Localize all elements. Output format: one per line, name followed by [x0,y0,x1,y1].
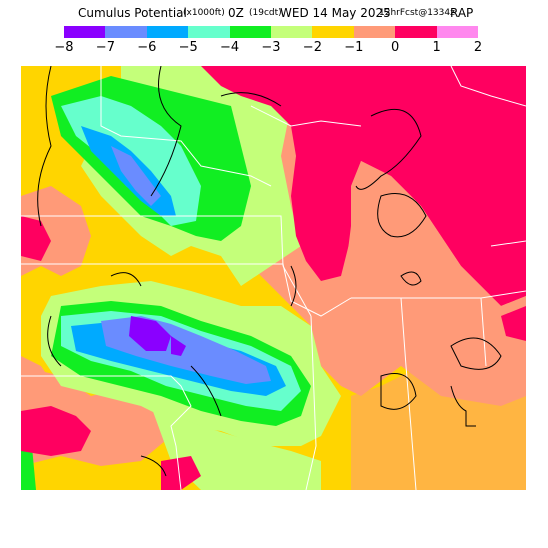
colorbar-tick-label: 2 [473,40,483,55]
state-borders [21,66,526,490]
field-crimson-southcentral [161,456,201,490]
colorbar-swatch [436,26,479,38]
colorbar-swatch [353,26,396,38]
colorbar-tick-label: 0 [391,40,400,55]
title-date: WED 14 May 2025 [280,6,391,20]
colorbar-tick-label: −4 [220,40,240,55]
colorbar-swatch [312,26,354,38]
colorbar-tick-label: 1 [432,40,441,55]
colorbar-swatch [105,26,147,38]
colorbar-swatch [64,26,106,38]
colorbar-swatch [271,26,313,38]
field-crimson-eastpatch [501,306,526,341]
colorbar-swatch [146,26,189,38]
cumulus-potential-map [21,66,526,490]
title-units: (x1000ft) [183,8,225,18]
title-local-time: (19cdt) [249,8,282,18]
colorbar-swatch [188,26,230,38]
field-crimson-southwest [21,406,91,456]
colorbar-tick-label: −7 [95,40,115,55]
field-crimson-west [21,216,51,261]
colorbar [64,26,479,38]
colorbar-ticks: −8 −7 −6 −5 −4 −3 −2 −1 0 1 2 [0,40,548,56]
field-crimson-northeast [201,66,526,306]
chart-title: Cumulus Potential (x1000ft) 0Z (19cdt) W… [0,6,548,24]
colorbar-tick-label: −5 [178,40,198,55]
colorbar-tick-label: −3 [261,40,281,55]
contour-lines [37,66,502,477]
colorbar-tick-label: −2 [302,40,322,55]
colorbar-tick-label: −8 [54,40,74,55]
field-purple-east [171,336,186,356]
title-main: Cumulus Potential [78,6,187,20]
field-salmon-michigan [346,161,526,366]
colorbar-swatch [395,26,437,38]
colorbar-swatch [229,26,272,38]
colorbar-tick-label: −6 [137,40,157,55]
title-forecast: 12hrFcst@1334z [379,8,455,18]
colorbar-tick-label: −1 [344,40,364,55]
field-periwinkle-north [111,146,161,206]
field-salmon-southeast [351,366,526,490]
title-model: RAP [450,6,474,20]
title-time: 0Z [228,6,244,20]
field-purple-core [129,316,171,351]
